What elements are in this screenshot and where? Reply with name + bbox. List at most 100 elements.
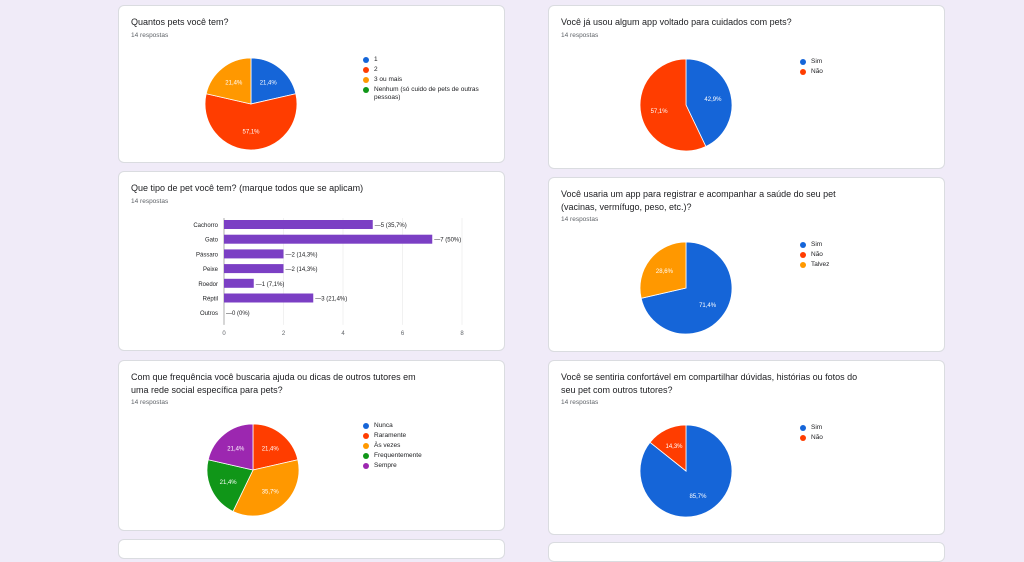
category-label: Pássaro [196, 252, 219, 258]
legend-label: Sim [811, 58, 823, 65]
pie-slice [232, 459, 300, 517]
slice-label: 21,4% [227, 446, 245, 452]
pie-slice [649, 424, 687, 472]
question-title: Com que frequência você buscaria ajuda o… [131, 372, 416, 395]
response-count: 14 respostas [561, 32, 599, 39]
x-tick-label: 6 [401, 331, 405, 337]
chart-legend: Sim Não [800, 58, 920, 78]
legend-label: Frequentemente [374, 452, 422, 459]
slice-label: 85,7% [689, 494, 707, 500]
legend-swatch [800, 425, 806, 431]
legend-swatch [800, 435, 806, 441]
legend-item: Sim [800, 241, 920, 249]
legend-label: Sempre [374, 462, 397, 469]
question-card-pet-type: Que tipo de pet você tem? (marque todos … [118, 171, 505, 351]
pie-chart: 71,4% 28,6% [639, 241, 733, 335]
chart-legend: Sim Não Talvez [800, 241, 920, 271]
category-label: Outros [200, 311, 218, 317]
legend-swatch [363, 67, 369, 73]
x-tick-label: 8 [460, 331, 464, 337]
question-card-pets-count: Quantos pets você tem? 14 respostas 21,4… [118, 5, 505, 163]
legend-label: Nenhum (só cuido de pets de outras pesso… [374, 86, 479, 101]
legend-item: Sim [800, 424, 920, 432]
question-card-partial [548, 542, 945, 562]
legend-item: Frequentemente [363, 452, 483, 460]
legend-swatch [363, 443, 369, 449]
legend-swatch [363, 87, 369, 93]
legend-label: 3 ou mais [374, 76, 403, 83]
category-label: Cachorro [193, 223, 218, 229]
legend-item: Às vezes [363, 442, 483, 450]
category-label: Peixe [203, 267, 219, 273]
legend-label: Não [811, 251, 823, 258]
bar-value-label: —1 (7,1%) [256, 282, 285, 288]
pie-slice [640, 241, 733, 335]
legend-label: Não [811, 434, 823, 441]
slice-label: 35,7% [262, 490, 280, 496]
pie-chart: 42,9% 57,1% [639, 58, 733, 152]
bar [224, 278, 254, 288]
question-card-partial [118, 539, 505, 559]
question-title: Você usaria um app para registrar e acom… [561, 189, 836, 212]
legend-label: 1 [374, 56, 378, 63]
question-card-used-app: Você já usou algum app voltado para cuid… [548, 5, 945, 169]
legend-swatch [363, 57, 369, 63]
bar [224, 293, 314, 303]
legend-swatch [363, 463, 369, 469]
legend-item: Não [800, 251, 920, 259]
legend-label: Sim [811, 241, 823, 248]
legend-item: Nenhum (só cuido de pets de outras pesso… [363, 86, 483, 102]
legend-item: Talvez [800, 261, 920, 269]
pie-slice [206, 459, 254, 512]
legend-label: Talvez [811, 261, 830, 268]
question-title: Quantos pets você tem? [131, 17, 229, 27]
legend-label: Não [811, 68, 823, 75]
legend-item: Sim [800, 58, 920, 66]
chart-legend: 1 2 3 ou mais Nenhum (só cuido de pets de o… [363, 56, 483, 104]
bar [224, 264, 284, 274]
question-card-social-frequency: Com que frequência você buscaria ajuda o… [118, 360, 505, 531]
pie-slice [205, 57, 252, 105]
x-tick-label: 0 [222, 331, 226, 337]
bar-chart: 0 2 4 6 8 Cachorro —5 (35,7%) Gato —7 (50%) Pássa… [193, 218, 464, 337]
legend-label: Raramente [374, 432, 407, 439]
slice-label: 57,1% [242, 130, 260, 136]
legend-label: 2 [374, 66, 378, 73]
legend-swatch [800, 59, 806, 65]
x-tick-label: 2 [282, 331, 286, 337]
slice-label: 21,4% [220, 480, 238, 486]
legend-swatch [363, 423, 369, 429]
legend-label: Às vezes [374, 442, 401, 449]
legend-item: 3 ou mais [363, 76, 483, 84]
legend-item: Sempre [363, 462, 483, 470]
pie-slice [685, 58, 733, 148]
question-card-share-comfort: Você se sentiria confortável em comparti… [548, 360, 945, 535]
chart-legend: Nunca Raramente Às vezes Frequentemente Semp… [363, 422, 483, 472]
pie-chart: 85,7% 14,3% [639, 424, 733, 518]
question-card-health-app: Você usaria um app para registrar e acom… [548, 177, 945, 352]
bar-value-label: —7 (50%) [434, 238, 461, 244]
pie-slice [207, 423, 254, 471]
bar [224, 220, 373, 229]
response-count: 14 respostas [131, 399, 169, 406]
legend-swatch [363, 453, 369, 459]
pie-slice [252, 423, 299, 471]
legend-item: Não [800, 68, 920, 76]
pie-slice [204, 93, 298, 151]
legend-swatch [800, 69, 806, 75]
category-label: Réptil [203, 297, 218, 303]
category-label: Roedor [198, 282, 218, 288]
slice-label: 14,3% [666, 444, 684, 450]
question-title: Que tipo de pet você tem? (marque todos … [131, 183, 364, 193]
legend-label: Nunca [374, 422, 393, 429]
legend-swatch [363, 77, 369, 83]
legend-item: Não [800, 434, 920, 442]
chart-legend: Sim Não [800, 424, 920, 444]
response-count: 14 respostas [131, 198, 169, 205]
legend-item: Raramente [363, 432, 483, 440]
bar [224, 234, 433, 244]
question-title: Você já usou algum app voltado para cuid… [561, 17, 792, 27]
slice-label: 71,4% [699, 303, 717, 309]
pie-slice [250, 57, 297, 105]
slice-label: 42,9% [704, 97, 722, 103]
